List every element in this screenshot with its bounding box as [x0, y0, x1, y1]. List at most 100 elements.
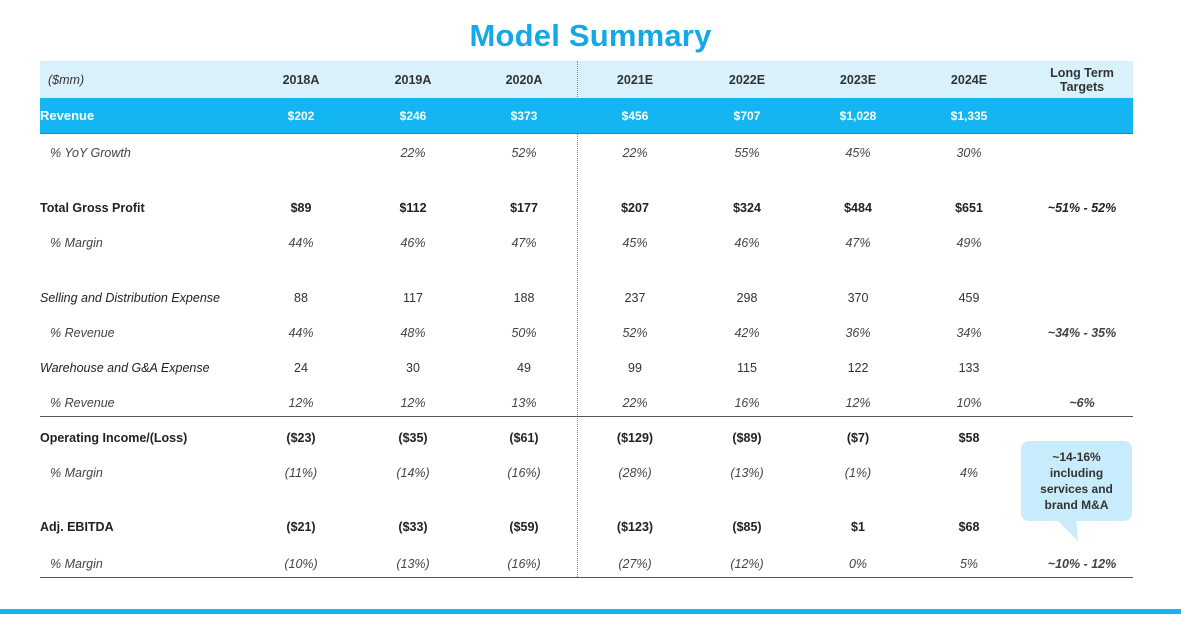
table-cell: ($23) — [286, 431, 316, 445]
table-cell: $651 — [955, 201, 983, 215]
table-cell: ($33) — [398, 520, 428, 534]
table-row: % YoY Growth 22% 52% 22% 55% 45% 30% — [40, 134, 1133, 171]
year-header: 2021E — [616, 72, 654, 87]
table-cell: 52% — [622, 325, 648, 340]
table-cell: 45% — [622, 235, 648, 250]
table-cell: 48% — [400, 325, 426, 340]
table-cell: (10%) — [284, 557, 318, 571]
row-label: Selling and Distribution Expense — [40, 290, 220, 305]
table-cell: 47% — [511, 235, 537, 250]
row-label: Revenue — [40, 108, 95, 123]
table-row: Selling and Distribution Expense 88 117 … — [40, 280, 1133, 315]
table-cell — [248, 134, 354, 171]
table-cell: 122 — [847, 360, 869, 375]
table-cell: 30 — [406, 360, 420, 375]
callout-line: including — [1049, 466, 1104, 480]
table-cell: 188 — [513, 290, 535, 305]
target-cell — [1032, 226, 1132, 259]
table-cell: $324 — [733, 201, 761, 215]
table-cell: 298 — [736, 290, 758, 305]
table-cell: 47% — [845, 235, 871, 250]
table-cell: 12% — [288, 395, 314, 410]
table-header: ($mm) 2018A 2019A 2020A 2021E 2022E 2023… — [40, 61, 1133, 98]
table-cell: 12% — [845, 395, 871, 410]
table-row: Operating Income/(Loss) ($23) ($35) ($61… — [40, 420, 1133, 456]
table-cell: (1%) — [844, 465, 872, 480]
table-cell: (12%) — [730, 557, 764, 571]
table-cell: ($59) — [509, 520, 539, 534]
target-cell: ~10% - 12% — [1047, 557, 1117, 571]
year-header: 2022E — [728, 72, 766, 87]
year-header: 2019A — [394, 72, 432, 87]
table-cell: 22% — [400, 145, 426, 160]
table-cell: $707 — [733, 108, 761, 123]
model-summary-table: ($mm) 2018A 2019A 2020A 2021E 2022E 2023… — [40, 61, 1133, 583]
table-row: % Revenue 44% 48% 50% 52% 42% 36% 34% ~3… — [40, 315, 1133, 350]
table-cell: 50% — [511, 325, 537, 340]
table-cell: (14%) — [396, 465, 430, 480]
table-cell: ($129) — [616, 431, 654, 445]
table-row: % Revenue 12% 12% 13% 22% 16% 12% 10% ~6… — [40, 385, 1133, 420]
row-label: % Margin — [50, 557, 103, 571]
lt-header-line2: Targets — [1059, 79, 1105, 94]
table-cell: $89 — [290, 201, 312, 215]
table-cell: 49 — [517, 360, 531, 375]
row-label: Total Gross Profit — [40, 201, 145, 215]
year-header: 2024E — [950, 72, 988, 87]
table-cell: ($85) — [732, 520, 762, 534]
table-row: % Margin 44% 46% 47% 45% 46% 47% 49% — [40, 226, 1133, 259]
table-cell: $373 — [510, 108, 538, 123]
target-cell — [1032, 134, 1132, 171]
table-cell: 5% — [959, 557, 979, 571]
callout-line: brand M&A — [1044, 498, 1109, 512]
lt-header-line1: Long Term — [1050, 65, 1114, 80]
table-cell: (13%) — [730, 465, 764, 480]
table-cell: 12% — [400, 395, 426, 410]
table-cell: $456 — [621, 108, 649, 123]
target-cell — [1032, 350, 1132, 385]
table-cell: ($21) — [286, 520, 316, 534]
table-cell: 99 — [628, 360, 642, 375]
table-cell: 49% — [956, 235, 982, 250]
callout-line: ~14-16% — [1052, 450, 1101, 464]
table-cell: ($61) — [509, 431, 539, 445]
table-cell: 46% — [400, 235, 426, 250]
table-cell: 36% — [845, 325, 871, 340]
table-cell: 30% — [956, 145, 982, 160]
table-cell: 52% — [511, 145, 537, 160]
table-cell: 46% — [734, 235, 760, 250]
table-cell: 22% — [622, 145, 648, 160]
table-cell: (13%) — [396, 557, 430, 571]
long-term-targets-header: Long Term Targets — [1032, 61, 1132, 98]
table-cell: $202 — [287, 108, 315, 123]
table-cell: 42% — [734, 325, 760, 340]
row-label: % Margin — [50, 465, 103, 480]
table-row: % Margin (11%) (14%) (16%) (28%) (13%) (… — [40, 456, 1133, 489]
table-cell: 117 — [403, 290, 423, 305]
table-cell: 34% — [956, 325, 982, 340]
target-cell — [1032, 280, 1132, 315]
year-header: 2020A — [505, 72, 543, 87]
table-cell: ($35) — [398, 431, 428, 445]
table-cell: ($89) — [732, 431, 762, 445]
table-cell: $1 — [851, 520, 865, 534]
row-label: Operating Income/(Loss) — [40, 431, 188, 445]
table-cell: $484 — [844, 201, 872, 215]
callout-line: services and — [1040, 482, 1113, 496]
table-cell: 459 — [958, 290, 980, 305]
table-cell: 24 — [294, 360, 308, 375]
operating-income-rule — [40, 416, 1133, 417]
table-cell: 44% — [288, 325, 314, 340]
target-cell: ~34% - 35% — [1047, 325, 1117, 340]
table-bottom-rule — [40, 577, 1133, 578]
year-header: 2018A — [282, 72, 320, 87]
unit-label: ($mm) — [48, 72, 85, 87]
table-cell: 115 — [737, 360, 757, 375]
table-cell: (16%) — [507, 557, 541, 571]
row-label: Adj. EBITDA — [40, 520, 114, 534]
table-cell: 370 — [847, 290, 869, 305]
page-title: Model Summary — [469, 18, 712, 53]
table-cell: $112 — [399, 201, 427, 215]
table-cell: (11%) — [284, 465, 318, 480]
table-cell: 22% — [622, 395, 648, 410]
